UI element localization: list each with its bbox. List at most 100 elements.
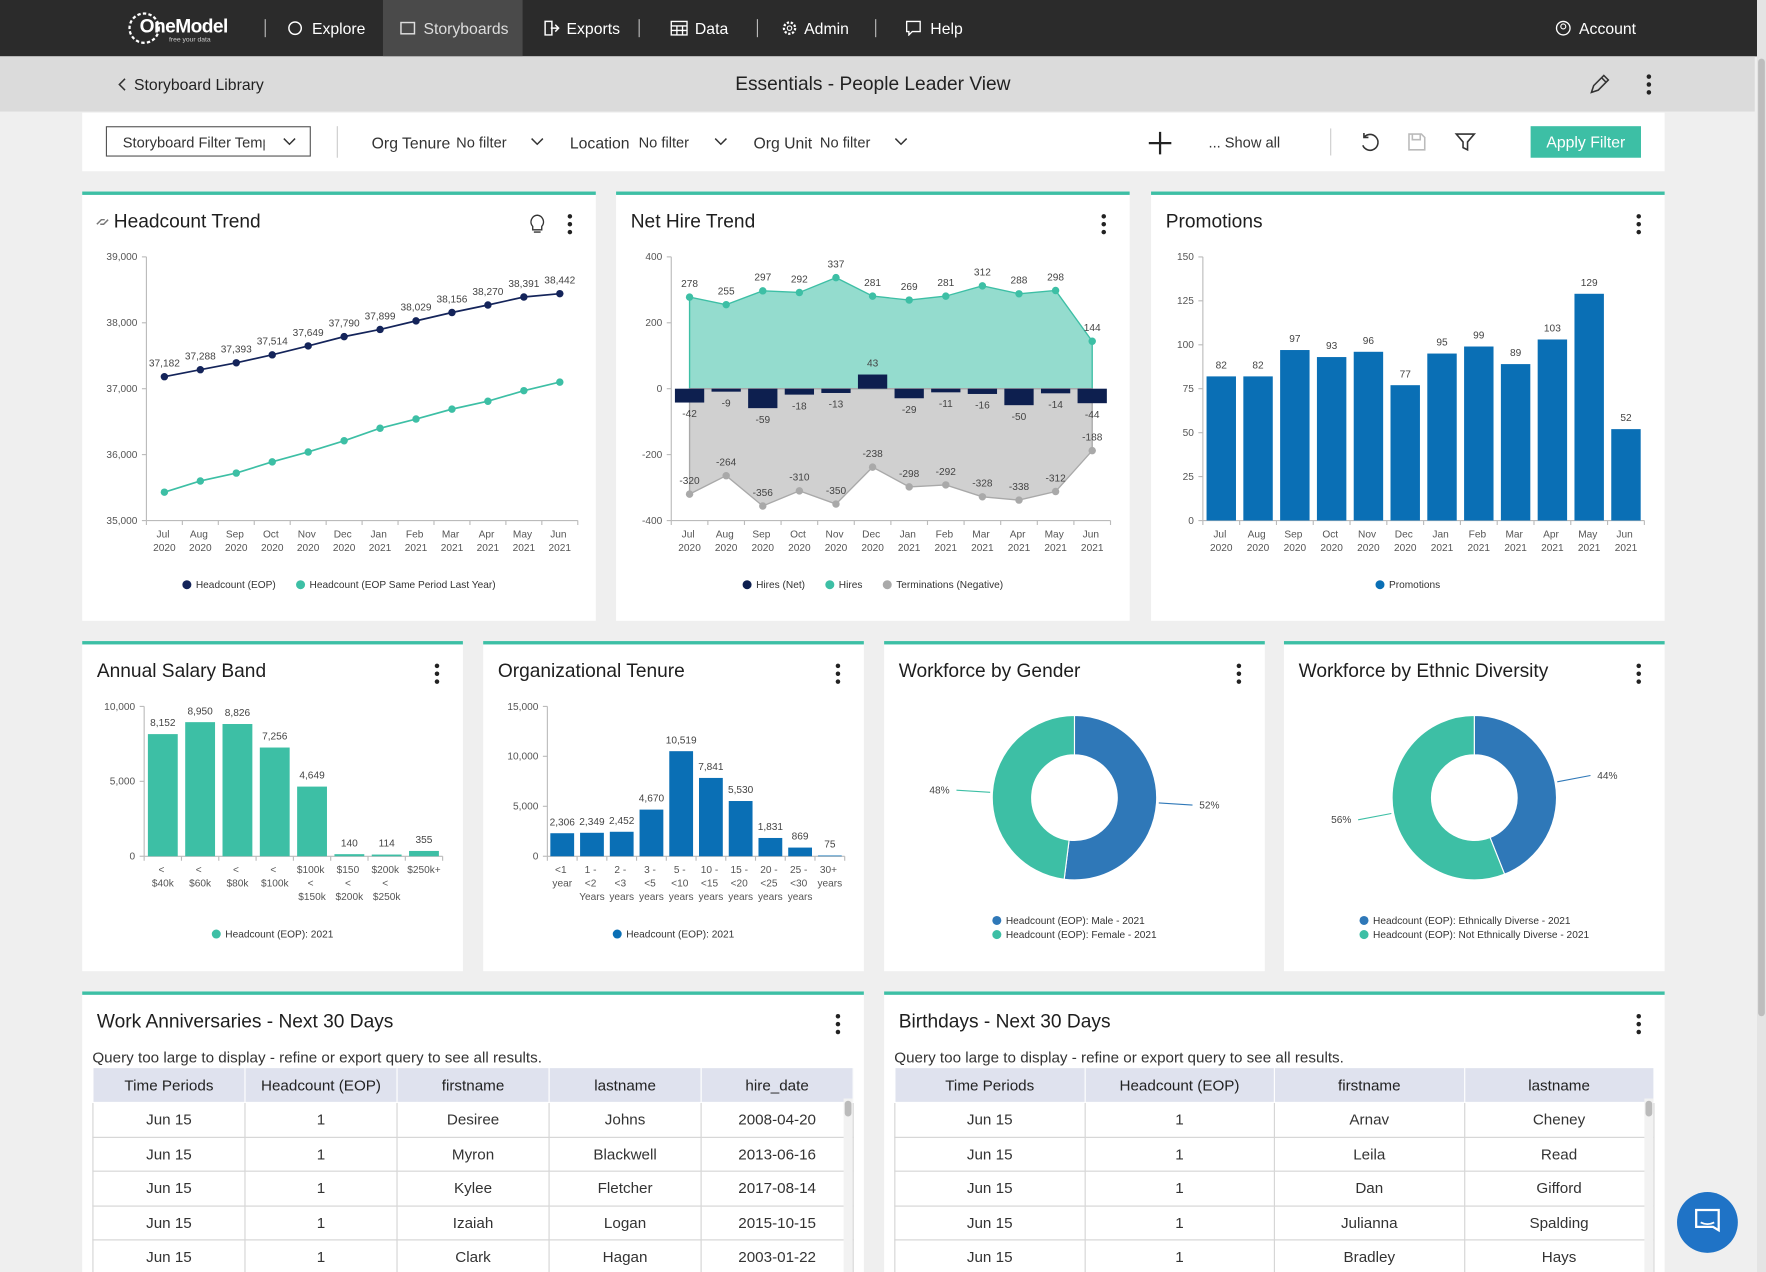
legend-label: Headcount (EOP Same Period Last Year) xyxy=(310,580,496,591)
filter-value[interactable]: No filter xyxy=(638,134,690,151)
column-header[interactable]: firstname xyxy=(1273,1066,1465,1104)
bar xyxy=(185,722,216,857)
x-tick-label: 3 - <5 years xyxy=(639,865,664,903)
legend: Headcount (EOP): 2021 xyxy=(612,929,735,940)
separator xyxy=(756,19,758,38)
column-header[interactable]: firstname xyxy=(396,1066,550,1104)
nav-item[interactable]: Storyboards xyxy=(423,19,509,38)
separator xyxy=(1330,128,1332,156)
data-label: 140 xyxy=(341,838,358,849)
insight-button[interactable] xyxy=(529,214,545,234)
column-header[interactable]: Time Periods xyxy=(92,1066,246,1104)
filter-value[interactable]: No filter xyxy=(456,134,507,151)
data-label: -9 xyxy=(722,398,731,409)
save-button[interactable] xyxy=(1406,131,1429,154)
scroll-thumb[interactable] xyxy=(1645,1100,1653,1117)
y-tick-label: 35,000 xyxy=(106,516,137,527)
table-cell: 1 xyxy=(244,1136,398,1172)
legend: Hires (Net) Hires Terminations (Negative) xyxy=(742,580,1003,591)
menu-button[interactable] xyxy=(1634,213,1643,236)
column-header[interactable]: lastname xyxy=(548,1066,702,1104)
apply-filter-button[interactable]: Apply Filter xyxy=(1530,126,1641,158)
bar xyxy=(1280,350,1310,521)
data-label: 5,530 xyxy=(728,785,754,796)
data-label: -312 xyxy=(1045,473,1066,484)
column-header[interactable]: lastname xyxy=(1463,1066,1655,1104)
menu-button[interactable] xyxy=(1634,1013,1643,1036)
x-tick-label: 2 - <3 years xyxy=(609,865,634,903)
column-header[interactable]: Time Periods xyxy=(894,1066,1086,1104)
nav-item[interactable]: Exports xyxy=(566,19,620,38)
table-cell: Fletcher xyxy=(548,1170,702,1207)
undo-button[interactable] xyxy=(1358,131,1381,154)
table-scrollbar[interactable] xyxy=(1644,1098,1654,1272)
separator xyxy=(264,19,266,38)
data-label: 7,256 xyxy=(262,732,288,743)
menu-button[interactable] xyxy=(1642,73,1656,96)
bar xyxy=(639,809,664,857)
x-tick-label: Apr 2021 xyxy=(1541,529,1564,554)
nav-item[interactable]: Data xyxy=(694,19,729,38)
menu-button[interactable] xyxy=(432,662,441,685)
x-tick-label: Aug 2020 xyxy=(189,529,212,554)
nav-item[interactable]: Explore xyxy=(311,19,366,38)
x-tick-label: Dec 2020 xyxy=(1394,529,1417,554)
legend-marker xyxy=(612,929,622,939)
donut-slice xyxy=(991,714,1076,880)
x-tick-label: Dec 2020 xyxy=(861,529,884,554)
filter-value[interactable]: No filter xyxy=(819,134,871,151)
x-tick-label: Dec 2020 xyxy=(333,529,356,554)
menu-button[interactable] xyxy=(833,1013,842,1036)
chat-button[interactable] xyxy=(1676,1191,1739,1254)
table-cell: Jun 15 xyxy=(92,1170,246,1207)
y-tick-label: 0 xyxy=(130,852,136,863)
chevron[interactable] xyxy=(530,137,544,146)
chevron[interactable] xyxy=(714,137,728,146)
legend-marker xyxy=(296,580,306,590)
point xyxy=(1015,496,1023,504)
back-link[interactable]: Storyboard Library xyxy=(134,75,264,94)
account-icon xyxy=(1555,20,1571,36)
bar xyxy=(857,374,888,389)
table-cell: Desiree xyxy=(396,1101,550,1138)
x-tick-label: < $60k xyxy=(189,865,212,890)
point xyxy=(484,397,492,405)
menu-button[interactable] xyxy=(1099,213,1108,236)
show-all[interactable]: ... Show all xyxy=(1208,134,1281,151)
table-cell: 1 xyxy=(244,1239,398,1272)
menu-button[interactable] xyxy=(565,213,574,236)
scroll-thumb[interactable] xyxy=(844,1100,852,1117)
bar xyxy=(967,388,998,394)
logo[interactable]: OneModel xyxy=(139,15,229,38)
bar xyxy=(1353,351,1384,521)
point xyxy=(722,471,730,480)
menu-button[interactable] xyxy=(1234,662,1243,685)
data-label: -350 xyxy=(826,486,847,497)
edit-button[interactable] xyxy=(1588,73,1611,96)
data-label: -16 xyxy=(975,401,990,412)
bar xyxy=(580,832,604,857)
data-label: 38,029 xyxy=(401,303,432,314)
add-filter[interactable] xyxy=(1147,130,1174,157)
nav-item[interactable]: Help xyxy=(930,19,963,38)
table-scrollbar[interactable] xyxy=(843,1098,853,1272)
menu-button[interactable] xyxy=(1634,662,1643,685)
chart-title: Headcount Trend xyxy=(113,210,261,233)
table-title: Work Anniversaries - Next 30 Days xyxy=(96,1010,394,1033)
table-cell: 1 xyxy=(244,1170,398,1207)
column-header[interactable]: hire_date xyxy=(700,1066,854,1104)
table-row: Jun 15 1 Leila Read xyxy=(894,1136,1655,1172)
column-header[interactable]: Headcount (EOP) xyxy=(244,1066,398,1104)
bar xyxy=(1390,385,1420,521)
nav-item[interactable]: Admin xyxy=(804,19,849,38)
account[interactable]: Account xyxy=(1579,19,1637,38)
column-header[interactable]: Headcount (EOP) xyxy=(1084,1066,1275,1104)
menu-button[interactable] xyxy=(833,662,842,685)
page-scrollbar[interactable] xyxy=(1756,0,1766,1272)
legend-label: Headcount (EOP): 2021 xyxy=(225,929,333,940)
clear-filter-button[interactable] xyxy=(1454,131,1477,154)
data-label: -29 xyxy=(902,405,917,416)
chevron[interactable] xyxy=(894,137,908,146)
scroll-thumb[interactable] xyxy=(1758,58,1765,1017)
template-select[interactable]: Storyboard Filter Temp xyxy=(105,126,311,157)
